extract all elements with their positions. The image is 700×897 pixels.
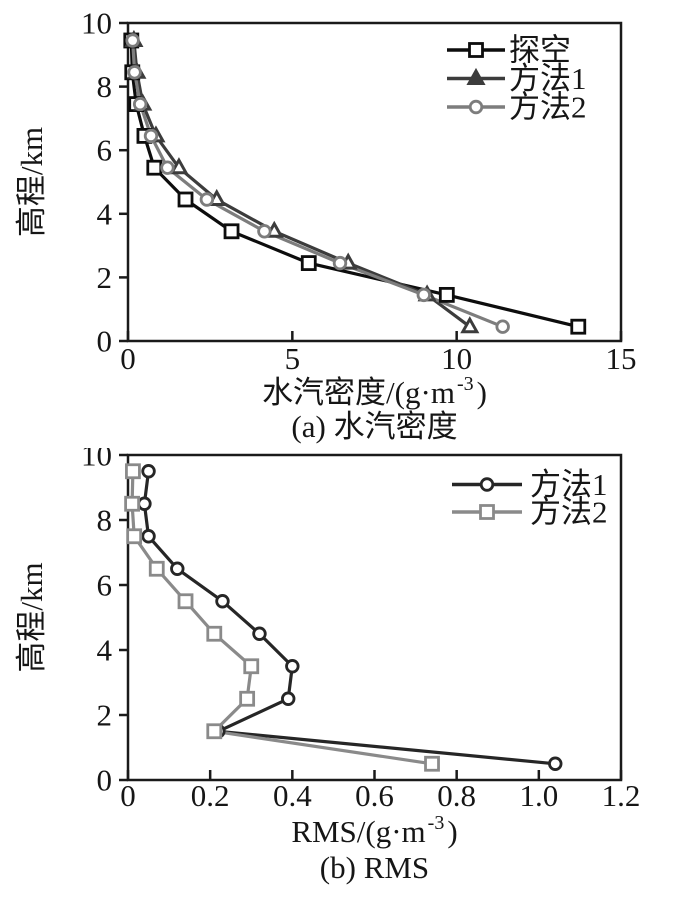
square-marker-legend xyxy=(468,42,484,58)
y-tick-label: 8 xyxy=(97,503,113,538)
y-tick-label: 4 xyxy=(97,196,113,231)
series-line-2 xyxy=(132,40,471,328)
x-tick-label: 1.2 xyxy=(602,778,641,813)
circle-marker-legend xyxy=(479,477,495,492)
y-tick-label: 6 xyxy=(97,133,113,168)
x-tick-label: 15 xyxy=(606,341,637,376)
circle-marker-series-3 xyxy=(125,33,140,48)
circle-marker-series-3 xyxy=(143,128,159,144)
circle-marker-series-3 xyxy=(160,160,175,175)
y-tick-label: 6 xyxy=(97,568,113,603)
square-marker-series-2 xyxy=(177,593,194,610)
square-marker-series-2 xyxy=(424,755,440,772)
y-tick-label: 0 xyxy=(97,763,113,798)
x-tick-label: 0.6 xyxy=(355,778,394,813)
circle-marker-series-1 xyxy=(285,659,300,674)
series-line-2 xyxy=(130,471,433,766)
circle-marker-series-1 xyxy=(215,594,230,609)
circle-marker-series-3 xyxy=(332,255,348,271)
chart-caption: (a) 水汽密度 xyxy=(291,409,457,444)
legend-item: 探空 xyxy=(447,33,571,68)
square-marker-series-1 xyxy=(223,223,240,240)
chart-caption: (b) RMS xyxy=(320,850,429,885)
square-marker-series-2 xyxy=(148,560,165,577)
y-tick-label: 2 xyxy=(97,260,113,295)
legend-item: 方法2 xyxy=(447,90,587,125)
circle-marker-series-3 xyxy=(257,224,272,239)
x-tick-label: 5 xyxy=(285,341,301,376)
legend-item: 方法2 xyxy=(452,495,608,530)
circle-marker-series-3 xyxy=(127,65,142,80)
legend-item: 方法1 xyxy=(452,467,608,502)
plot-frame xyxy=(126,453,623,782)
triangle-marker-series-2 xyxy=(169,157,189,175)
x-axis-label: RMS/(g·m -3) xyxy=(291,812,457,849)
x-tick-label: 0.8 xyxy=(437,778,476,813)
circle-marker-series-1 xyxy=(137,496,152,511)
legend-label: 方法1 xyxy=(530,467,608,502)
square-marker-series-2 xyxy=(126,528,143,545)
legend-label: 方法2 xyxy=(509,90,587,125)
y-tick-label: 10 xyxy=(81,6,112,41)
y-tick-label: 10 xyxy=(81,448,112,473)
x-tick-label: 1.0 xyxy=(519,778,558,813)
circle-marker-series-3 xyxy=(132,96,148,112)
legend-item: 方法1 xyxy=(447,61,587,96)
square-marker-series-2 xyxy=(239,690,256,707)
y-tick-label: 4 xyxy=(97,633,113,668)
square-marker-series-1 xyxy=(438,286,455,303)
x-tick-label: 0 xyxy=(120,341,136,376)
circle-marker-series-1 xyxy=(170,561,185,576)
y-tick-label: 8 xyxy=(97,69,113,104)
x-tick-label: 0.4 xyxy=(273,778,312,813)
series-line-3 xyxy=(131,40,504,329)
square-marker-legend xyxy=(479,504,495,520)
legend-label: 探空 xyxy=(509,33,571,68)
chart-b-rms: 0 0.2 0.4 0.6 0.8 1.0 1.2 0 2 4 6 8 10 RMS/(g·m -3) 高程/… xyxy=(14,448,641,885)
y-tick-label: 0 xyxy=(97,324,113,359)
square-marker-series-2 xyxy=(243,658,260,675)
x-tick-label: 0.2 xyxy=(191,778,230,813)
x-axis-label: 水汽密度/(g·m -3) xyxy=(262,373,487,410)
square-marker-series-1 xyxy=(570,318,587,335)
circle-marker-series-1 xyxy=(141,529,156,544)
legend-label: 方法2 xyxy=(530,495,608,530)
x-tick-label: 0 xyxy=(120,778,136,813)
square-marker-series-1 xyxy=(300,255,317,271)
x-tick-label: 10 xyxy=(441,341,472,376)
square-marker-series-1 xyxy=(146,159,163,176)
circle-marker-series-3 xyxy=(495,319,510,334)
plot-frame xyxy=(126,21,623,343)
y-tick-label: 2 xyxy=(97,698,113,733)
circle-marker-series-1 xyxy=(281,691,296,706)
circle-marker-series-1 xyxy=(252,626,267,641)
circle-marker-series-1 xyxy=(548,756,563,771)
series-line-1 xyxy=(142,471,556,766)
y-axis-label: 高程/km xyxy=(14,562,49,672)
square-marker-series-1 xyxy=(177,191,194,208)
square-marker-series-2 xyxy=(206,723,223,740)
y-axis-label: 高程/km xyxy=(14,127,49,237)
circle-marker-legend xyxy=(468,99,484,115)
circle-marker-series-3 xyxy=(199,192,215,207)
triangle-marker-legend xyxy=(466,67,486,85)
square-marker-series-2 xyxy=(125,463,141,480)
square-marker-series-2 xyxy=(124,495,141,512)
square-marker-series-2 xyxy=(206,625,223,642)
legend-label: 方法1 xyxy=(509,61,587,96)
circle-marker-series-3 xyxy=(416,287,432,303)
triangle-marker-series-2 xyxy=(460,316,480,334)
circle-marker-series-1 xyxy=(141,464,156,479)
